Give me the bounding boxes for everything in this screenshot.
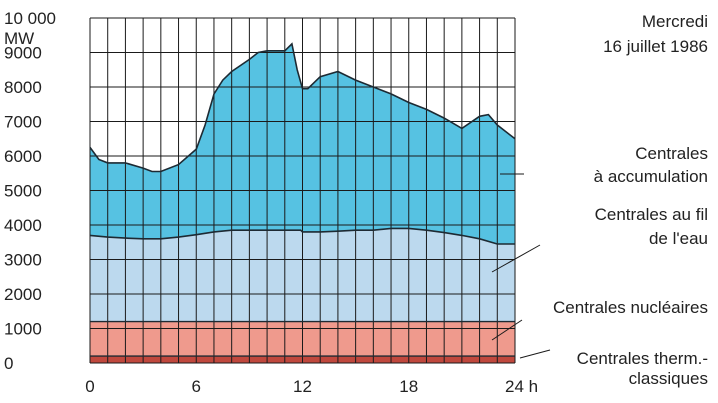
y-tick-label: 7000 bbox=[4, 113, 42, 132]
series-label: classiques bbox=[629, 369, 708, 388]
y-tick-label: 9000 bbox=[4, 44, 42, 63]
y-tick-label: 2000 bbox=[4, 285, 42, 304]
y-tick-label: 0 bbox=[4, 354, 13, 373]
y-tick-label: 8000 bbox=[4, 78, 42, 97]
y-tick-label: 10 000 bbox=[4, 9, 56, 28]
series-label: Centrales au fil bbox=[595, 205, 708, 224]
series-label: Centrales therm.- bbox=[577, 349, 708, 368]
x-tick-label: 6 bbox=[192, 377, 201, 396]
tick-labels: 0 1000 2000 3000 4000 5000 6000 7000 8000 9000 10 … bbox=[4, 9, 538, 396]
leader-line bbox=[491, 319, 523, 341]
x-tick-label: 0 bbox=[85, 377, 94, 396]
grid-lines bbox=[89, 17, 516, 364]
y-tick-label: 3000 bbox=[4, 251, 42, 270]
series-label: Centrales nucléaires bbox=[553, 298, 708, 317]
series-outlines bbox=[89, 42, 516, 357]
y-tick-label: 1000 bbox=[4, 320, 42, 339]
series-line-3 bbox=[89, 227, 515, 245]
y-tick-label: 6000 bbox=[4, 147, 42, 166]
y-axis-unit-label: MW bbox=[4, 29, 34, 48]
leader-line bbox=[519, 349, 551, 359]
x-tick-label: 24 h bbox=[505, 377, 538, 396]
chart-subtitle: 16 juillet 1986 bbox=[603, 37, 708, 56]
chart-title: Mercredi bbox=[642, 12, 708, 31]
y-tick-label: 4000 bbox=[4, 216, 42, 235]
series-label: Centrales bbox=[635, 144, 708, 163]
series-label: à accumulation bbox=[594, 167, 708, 186]
y-tick-label: 5000 bbox=[4, 182, 42, 201]
series-label: de l'eau bbox=[649, 229, 708, 248]
x-tick-label: 18 bbox=[399, 377, 418, 396]
x-tick-label: 12 bbox=[293, 377, 312, 396]
series-callouts: Centrales therm.-classiques Centrales nuc… bbox=[491, 144, 708, 388]
series-line-4 bbox=[89, 42, 516, 173]
leader-line bbox=[491, 244, 541, 273]
